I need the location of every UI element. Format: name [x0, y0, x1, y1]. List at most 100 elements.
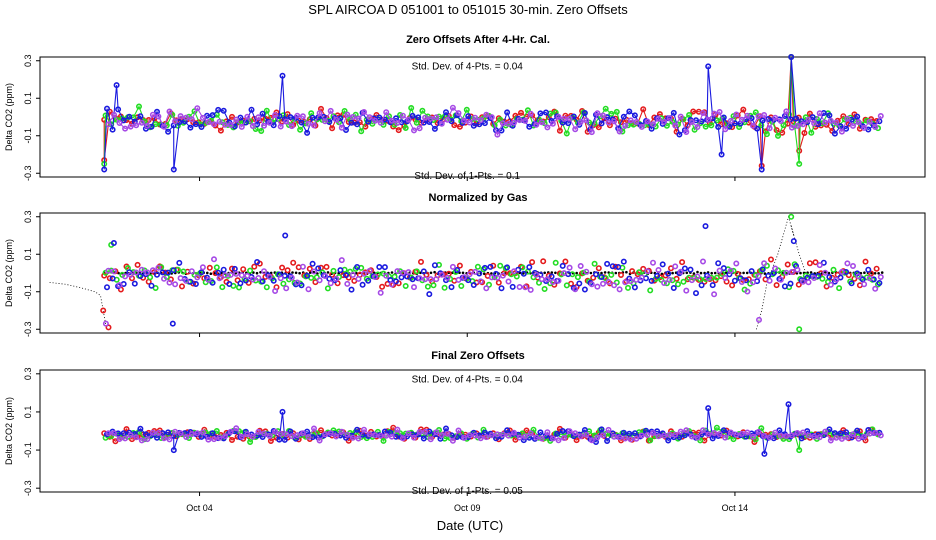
green-point — [752, 109, 759, 116]
purple-point — [733, 111, 740, 118]
purple-point — [805, 116, 812, 123]
blue-point — [604, 437, 611, 444]
blue-point — [170, 447, 177, 454]
panel-middle-title: Normalized by Gas — [428, 192, 527, 204]
purple-point — [566, 115, 573, 122]
reference-point — [294, 271, 298, 275]
purple-point — [588, 281, 595, 288]
green-point — [213, 427, 220, 434]
reference-point — [206, 271, 209, 275]
red-point — [562, 258, 569, 265]
blue-point — [820, 259, 827, 266]
purple-point — [749, 279, 756, 286]
purple-point — [577, 262, 584, 269]
purple-point — [877, 432, 884, 439]
blue-point — [237, 280, 244, 287]
purple-point — [538, 119, 545, 126]
blue-point — [226, 280, 233, 287]
blue-point — [337, 267, 344, 274]
purple-point — [577, 119, 584, 126]
blue-point — [101, 166, 108, 173]
purple-point — [199, 114, 206, 121]
purple-point — [672, 263, 679, 270]
panel-bottom-ylabel: Delta CO2 (ppm) — [4, 397, 14, 465]
reference-point — [685, 271, 689, 275]
purple-point — [616, 286, 623, 293]
purple-point — [727, 267, 734, 274]
green-point — [669, 277, 676, 284]
purple-point — [322, 118, 329, 125]
y-tick-label: 0.1 — [23, 92, 33, 105]
panel-bottom-frame — [39, 369, 926, 493]
purple-point — [772, 114, 779, 121]
green-point — [402, 282, 409, 289]
green-point — [563, 130, 570, 137]
blue-point — [631, 430, 638, 437]
blue-point — [354, 263, 361, 270]
red-point — [179, 283, 186, 290]
purple-point — [616, 434, 623, 441]
red-point — [612, 263, 619, 270]
red-point — [100, 307, 107, 314]
blue-point — [109, 275, 116, 282]
purple-point — [522, 117, 529, 124]
purple-point — [472, 114, 479, 121]
purple-point — [172, 428, 179, 435]
purple-point — [510, 268, 517, 275]
purple-point — [438, 271, 445, 278]
green-point — [324, 285, 331, 292]
panel-top-ylabel: Delta CO2 (ppm) — [4, 83, 14, 151]
blue-point — [276, 436, 283, 443]
purple-point — [283, 118, 290, 125]
blue-point — [426, 291, 433, 298]
purple-point — [355, 275, 362, 282]
purple-point — [255, 428, 262, 435]
blue-point — [854, 113, 861, 120]
red-point — [595, 124, 602, 131]
purple-point — [477, 278, 484, 285]
purple-point — [766, 277, 773, 284]
blue-point — [681, 265, 688, 272]
panel-bottom: Final Zero Offsets Delta CO2 (ppm) 0.3 0.… — [4, 350, 926, 497]
blue-point — [359, 281, 366, 288]
blue-point — [759, 117, 766, 124]
purple-point — [238, 272, 245, 279]
std-dev-annotation: Std. Dev. of 1-Pts. = 0.05 — [412, 486, 524, 497]
purple-point — [749, 122, 756, 129]
reference-point — [877, 272, 880, 275]
reference-point — [490, 272, 493, 275]
red-point — [290, 259, 297, 266]
blue-point — [348, 119, 355, 126]
purple-point — [433, 276, 440, 283]
blue-point — [665, 437, 672, 444]
green-point — [330, 267, 337, 274]
purple-point — [216, 434, 223, 441]
reference-point — [309, 271, 312, 274]
purple-point — [102, 320, 109, 327]
green-point — [719, 270, 726, 277]
green-point — [591, 260, 598, 267]
purple-point — [460, 274, 467, 281]
purple-point — [544, 276, 551, 283]
purple-point — [138, 266, 145, 273]
green-point — [413, 268, 420, 275]
purple-point — [216, 275, 223, 282]
panel-bottom-title: Final Zero Offsets — [431, 350, 525, 362]
purple-point — [183, 433, 190, 440]
purple-point — [722, 274, 729, 281]
purple-point — [394, 268, 401, 275]
purple-point — [694, 273, 701, 280]
purple-point — [499, 120, 506, 127]
purple-point — [294, 432, 301, 439]
purple-point — [855, 273, 862, 280]
purple-point — [138, 119, 145, 126]
purple-point — [355, 435, 362, 442]
purple-point — [322, 272, 329, 279]
purple-point — [577, 433, 584, 440]
green-point — [402, 125, 409, 132]
purple-point — [455, 427, 462, 434]
green-point — [385, 113, 392, 120]
purple-point — [833, 276, 840, 283]
purple-point — [366, 267, 373, 274]
green-point — [152, 121, 159, 128]
